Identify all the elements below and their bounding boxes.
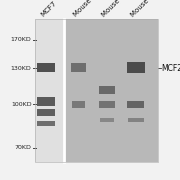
Text: 170KD: 170KD — [11, 37, 32, 42]
Bar — [100, 118, 114, 122]
Text: 130KD: 130KD — [11, 66, 32, 71]
Bar — [37, 109, 55, 116]
Bar — [128, 118, 144, 122]
Text: MCF2L: MCF2L — [161, 64, 180, 73]
Bar — [37, 62, 55, 72]
Bar — [71, 63, 86, 72]
Bar — [72, 101, 85, 108]
Bar — [37, 97, 55, 106]
Text: Mouse kidney: Mouse kidney — [101, 0, 140, 18]
Text: 100KD: 100KD — [11, 102, 32, 107]
Text: Mouse heart: Mouse heart — [72, 0, 107, 18]
Bar — [37, 121, 55, 126]
Bar — [127, 101, 144, 108]
Bar — [35, 19, 64, 162]
Bar — [127, 62, 145, 73]
Text: MCF7: MCF7 — [40, 0, 58, 18]
Text: Mouse lung: Mouse lung — [130, 0, 163, 18]
Text: 70KD: 70KD — [15, 145, 32, 150]
Bar — [35, 19, 158, 162]
Bar — [99, 101, 115, 108]
Bar — [35, 19, 158, 162]
Bar — [99, 86, 115, 94]
